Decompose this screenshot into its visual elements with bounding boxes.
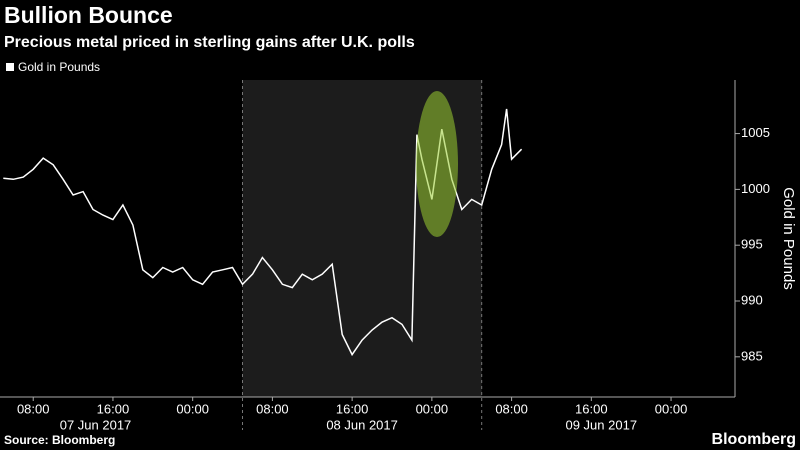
highlight-ellipse	[416, 91, 458, 237]
date-label: 08 Jun 2017	[326, 417, 398, 432]
y-tick-label: 985	[741, 348, 763, 363]
chart-title: Bullion Bounce	[4, 2, 173, 28]
chart-subtitle: Precious metal priced in sterling gains …	[4, 34, 415, 51]
x-tick-label: 08:00	[17, 401, 50, 416]
y-tick-label: 1005	[741, 125, 770, 140]
x-tick-label: 08:00	[256, 401, 289, 416]
x-tick-label: 08:00	[495, 401, 528, 416]
plot-area: 985 990 995 1000 1005 08:00 16:00 00:00 08:00 16:…	[0, 60, 797, 432]
x-tick-label: 00:00	[655, 401, 688, 416]
date-label: 09 Jun 2017	[565, 417, 637, 432]
x-tick-label: 16:00	[575, 401, 608, 416]
y-tick-label: 990	[741, 292, 763, 307]
x-tick-label: 16:00	[336, 401, 369, 416]
source: Source: Bloomberg	[4, 433, 115, 447]
y-tick-label: 995	[741, 237, 763, 252]
x-tick-label: 00:00	[176, 401, 209, 416]
legend-label: Gold in Pounds	[18, 60, 100, 74]
brand: Bloomberg	[712, 431, 796, 448]
y-axis-label: Gold in Pounds	[780, 187, 797, 290]
x-tick-label: 16:00	[97, 401, 130, 416]
y-tick-label: 1000	[741, 181, 770, 196]
legend-swatch	[6, 63, 14, 71]
date-label: 07 Jun 2017	[60, 417, 132, 432]
x-tick-label: 00:00	[416, 401, 449, 416]
